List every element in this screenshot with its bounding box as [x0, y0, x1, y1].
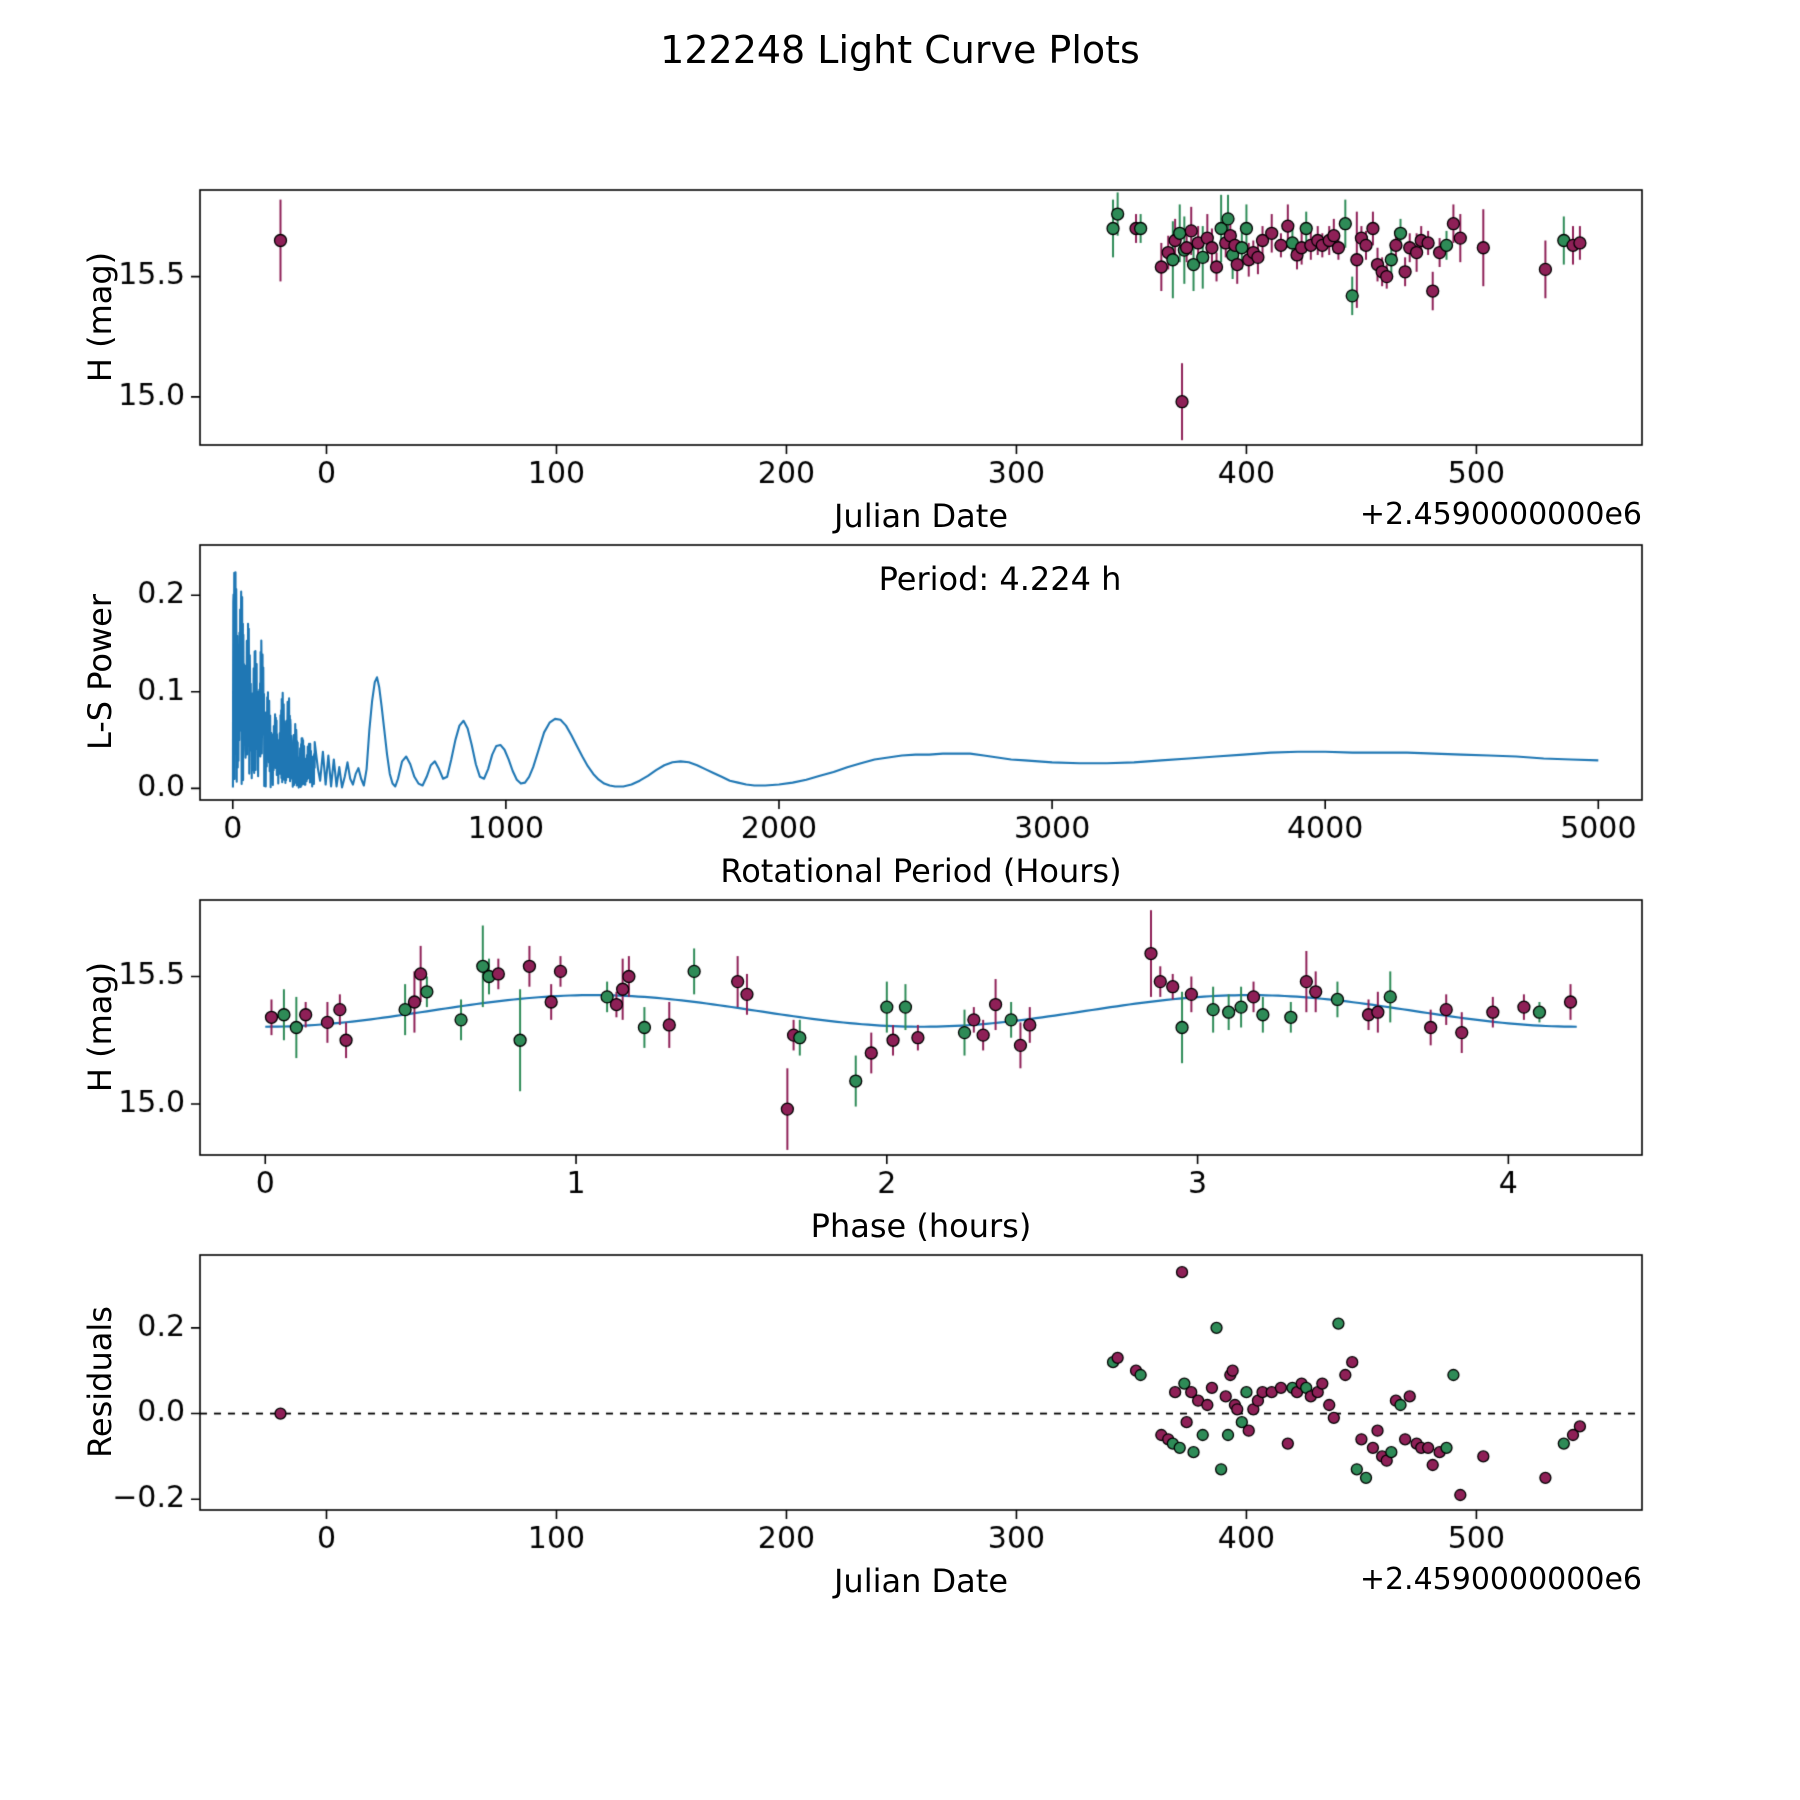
period-annotation: Period: 4.224 h: [878, 560, 1122, 598]
figure-title: 122248 Light Curve Plots: [660, 28, 1140, 72]
plot4-x-axis-offset-text: +2.4590000000e6: [1359, 1562, 1642, 1597]
plot1-y-axis-label: H (mag): [81, 251, 119, 383]
plot3-x-axis-label: Phase (hours): [810, 1207, 1032, 1245]
plot4-x-axis-label: Julian Date: [833, 1562, 1009, 1600]
plot3-y-axis-label: H (mag): [81, 961, 119, 1093]
plot1-x-axis-label: Julian Date: [833, 497, 1009, 535]
plot2-x-axis-label: Rotational Period (Hours): [720, 852, 1122, 890]
plot4-y-axis-label: Residuals: [81, 1306, 119, 1458]
plot1-x-axis-offset-text: +2.4590000000e6: [1359, 497, 1642, 532]
plot2-y-axis-label: L-S Power: [81, 593, 119, 751]
